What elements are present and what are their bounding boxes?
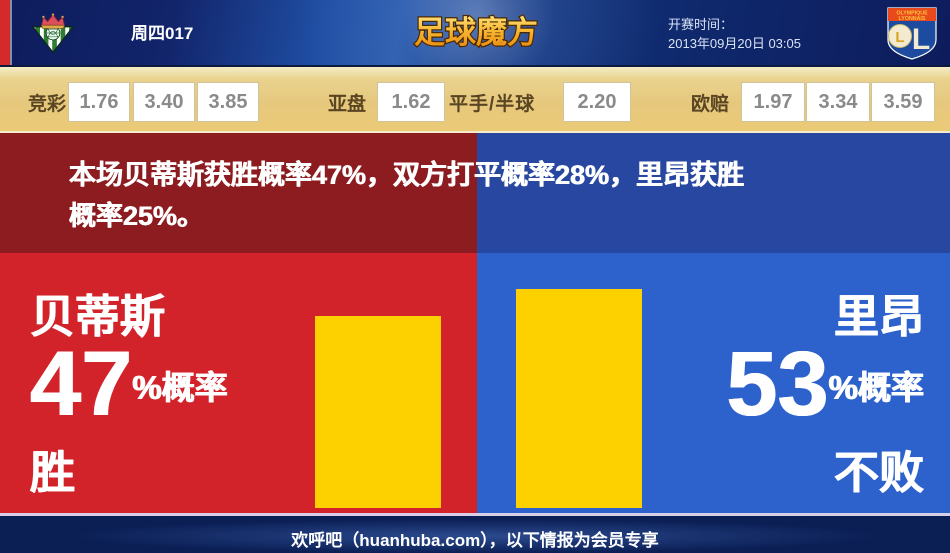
svg-text:足球魔方: 足球魔方 <box>414 15 538 50</box>
svg-text:L: L <box>912 23 930 56</box>
svg-text:LYONNAIS: LYONNAIS <box>899 16 926 22</box>
svg-text:L: L <box>895 29 904 46</box>
